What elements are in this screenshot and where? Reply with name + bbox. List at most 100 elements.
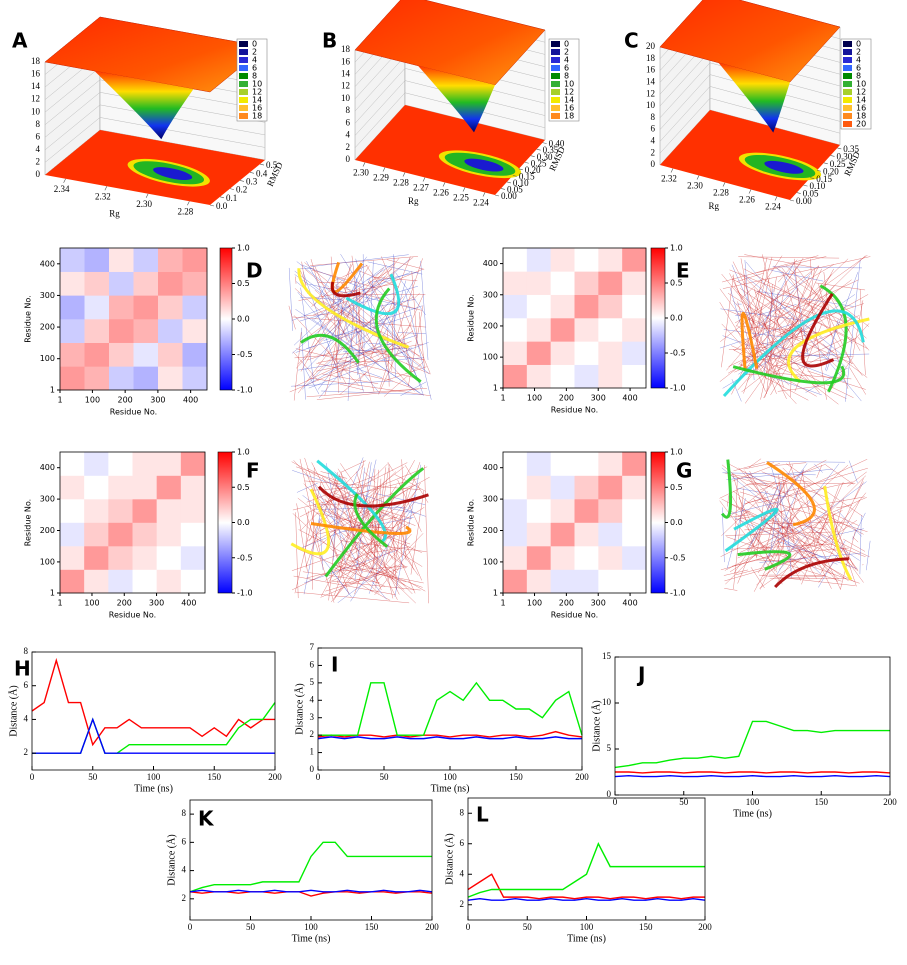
structure-link bbox=[786, 483, 795, 543]
colorbar-label: 16 bbox=[564, 104, 574, 113]
structure-link bbox=[292, 351, 319, 382]
structure-link bbox=[304, 368, 320, 395]
x-tick-label: 2.32 bbox=[661, 174, 677, 184]
heatmap-cell bbox=[622, 475, 647, 500]
structure-link bbox=[328, 474, 341, 513]
colorbar-label: 10 bbox=[564, 80, 574, 89]
structure-link bbox=[763, 490, 799, 568]
heatmap-cell bbox=[526, 248, 551, 272]
structure-link bbox=[356, 459, 377, 539]
structure-link bbox=[722, 256, 871, 289]
y-tick-label: 300 bbox=[483, 290, 498, 299]
structure-link bbox=[725, 510, 801, 585]
structure-link bbox=[849, 367, 866, 395]
structure-link bbox=[732, 490, 809, 547]
structure-link bbox=[816, 464, 823, 479]
z-tick-label: 16 bbox=[341, 56, 351, 66]
structure-link bbox=[362, 254, 365, 349]
plot-frame bbox=[502, 451, 647, 594]
x-tick-label: 200 bbox=[559, 394, 574, 403]
structure-link bbox=[772, 306, 868, 378]
structure-link bbox=[322, 373, 379, 384]
heatmap-cell bbox=[60, 295, 85, 320]
heatmap-cell bbox=[60, 546, 85, 570]
heatmap-cell bbox=[503, 546, 528, 570]
wall-grid-line bbox=[659, 97, 841, 154]
colorbar-label: 1.0 bbox=[237, 448, 250, 457]
structure-link bbox=[314, 289, 328, 302]
y-tick-label: 1 bbox=[493, 589, 498, 598]
structure-link bbox=[726, 498, 746, 569]
series-line bbox=[189, 889, 433, 893]
structure-link bbox=[757, 304, 797, 316]
colorbar-label: -1.0 bbox=[670, 384, 686, 393]
y-tick bbox=[816, 169, 822, 172]
heatmap-cell bbox=[60, 342, 85, 367]
heatmap-cell bbox=[84, 569, 109, 594]
colorbar-swatch bbox=[843, 65, 852, 71]
panel-label: J bbox=[636, 663, 645, 687]
y-tick-label: 1 bbox=[50, 386, 55, 395]
structure-link bbox=[323, 305, 423, 341]
structure-link bbox=[733, 461, 766, 472]
heatmap-cell bbox=[550, 546, 575, 570]
y-tick-label: 0.20 bbox=[525, 165, 541, 175]
heatmap-cell bbox=[598, 546, 623, 570]
structure-link bbox=[381, 256, 431, 374]
heatmap-cell bbox=[503, 522, 528, 547]
structure-link bbox=[300, 287, 315, 383]
y-tick bbox=[536, 148, 541, 151]
structure-link bbox=[781, 267, 863, 376]
colorbar-label: 0.5 bbox=[237, 279, 250, 288]
colorbar-label: 4 bbox=[252, 56, 257, 65]
structure-ribbon bbox=[724, 507, 779, 553]
x-tick bbox=[482, 192, 486, 197]
heatmap-cell bbox=[622, 318, 647, 342]
y-tick-label: 1 bbox=[50, 589, 55, 598]
y-tick-label: 2 bbox=[460, 899, 465, 909]
structure-ribbon bbox=[787, 317, 870, 384]
z-tick-label: 10 bbox=[646, 100, 656, 110]
heatmap-cell bbox=[84, 295, 110, 320]
heatmap-cell bbox=[84, 248, 110, 272]
colorbar-label: 8 bbox=[856, 72, 861, 81]
structure-link bbox=[363, 471, 376, 483]
structure-link bbox=[733, 487, 745, 590]
y-tick-label: 0.1 bbox=[226, 193, 237, 203]
structure-link bbox=[766, 292, 779, 394]
structure-link bbox=[773, 315, 819, 387]
y-tick-label: 100 bbox=[483, 353, 498, 362]
structure-link bbox=[369, 546, 410, 554]
structure-link bbox=[726, 536, 860, 584]
structure-link bbox=[744, 470, 812, 569]
x-tick-label: 50 bbox=[88, 772, 98, 782]
heatmap-cell bbox=[133, 342, 159, 367]
heatmap-cell bbox=[574, 475, 599, 500]
structure-link bbox=[772, 266, 863, 269]
structure-link bbox=[737, 301, 751, 349]
structure-link bbox=[424, 464, 429, 604]
colorbar-label: 0.5 bbox=[670, 279, 683, 288]
heatmap-cell bbox=[503, 364, 528, 389]
heatmap-cell bbox=[84, 522, 109, 547]
heatmap-cell bbox=[182, 248, 208, 272]
structure-link bbox=[339, 476, 400, 595]
structure-link bbox=[367, 263, 395, 281]
x-tick-label: 50 bbox=[246, 922, 256, 932]
x-tick-label: 200 bbox=[698, 922, 712, 932]
heatmap-cell bbox=[182, 271, 208, 296]
x-tick-label: 1 bbox=[57, 599, 62, 608]
y-tick-label: 7 bbox=[310, 642, 315, 652]
y-tick-label: 0.4 bbox=[256, 168, 268, 178]
structure-link bbox=[781, 472, 786, 493]
structure-link bbox=[720, 540, 755, 557]
structure-link bbox=[772, 462, 807, 466]
series-line bbox=[318, 681, 583, 736]
heatmap-cell bbox=[503, 475, 528, 500]
structure-link bbox=[355, 258, 391, 381]
heatmap-cell bbox=[60, 452, 85, 476]
heatmap-cell bbox=[503, 294, 528, 319]
structure-link bbox=[340, 471, 360, 568]
structure-link bbox=[337, 568, 383, 603]
heatmap-cell bbox=[574, 522, 599, 547]
